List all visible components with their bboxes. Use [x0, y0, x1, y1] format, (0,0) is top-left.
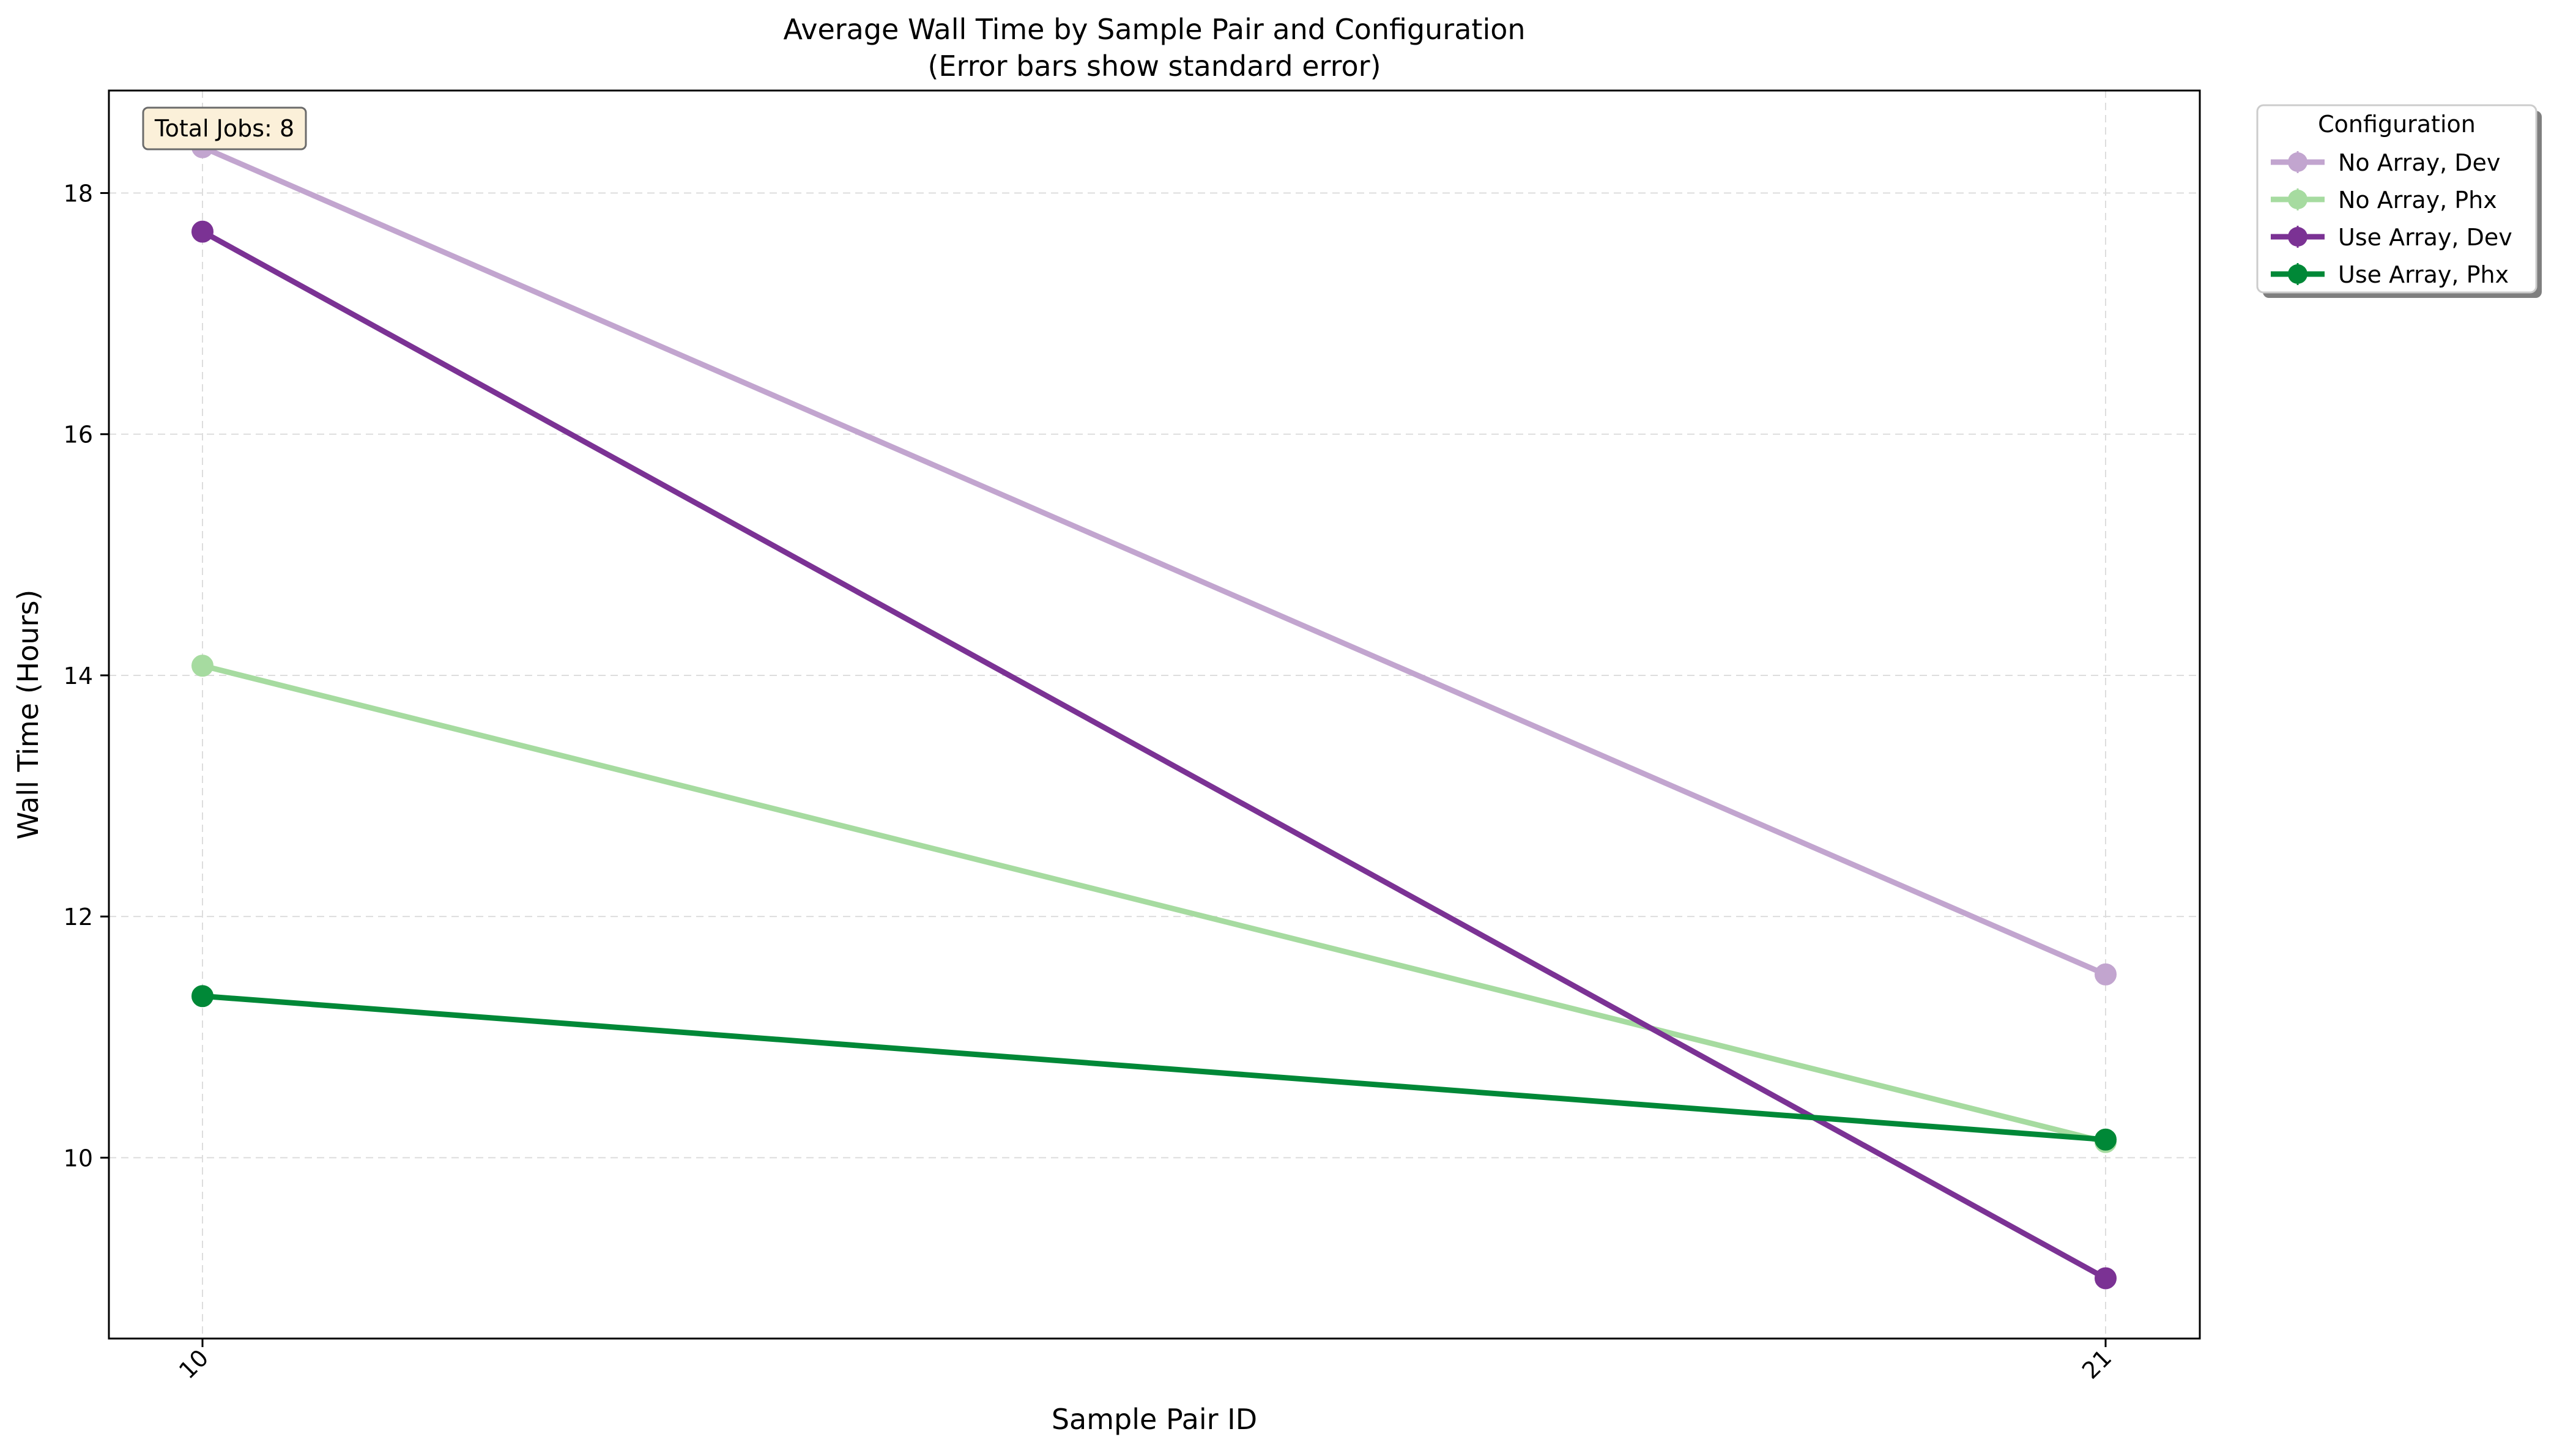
series-line: [201, 663, 2107, 1145]
data-point: [2095, 1267, 2117, 1290]
series-line: [201, 229, 2107, 1281]
y-tick-label: 16: [64, 422, 93, 448]
legend-label: Use Array, Phx: [2338, 261, 2509, 288]
data-point: [191, 985, 213, 1008]
data-point: [191, 220, 213, 243]
chart-title: Average Wall Time by Sample Pair and Con…: [783, 13, 1525, 46]
legend-entry: Use Array, Phx: [2271, 261, 2509, 288]
series-group: [191, 136, 2117, 1290]
legend-entry: Use Array, Dev: [2271, 224, 2512, 251]
data-point: [2095, 963, 2117, 986]
annotation-box: [142, 106, 307, 150]
legend-entries: No Array, Dev No Array, Phx Use Array, Dev…: [2271, 149, 2512, 288]
y-tick-label: 10: [64, 1145, 93, 1172]
legend-label: Use Array, Dev: [2338, 224, 2512, 251]
y-axis-label: Wall Time (Hours): [12, 590, 45, 840]
series-line: [202, 993, 2106, 1143]
total-jobs-annotation: Total Jobs: 8: [142, 106, 307, 150]
legend-entry: No Array, Phx: [2271, 187, 2497, 214]
series-line: [201, 144, 2107, 977]
grid-lines: [109, 91, 2200, 1339]
data-point: [191, 655, 213, 677]
annotation-text: Total Jobs: 8: [154, 115, 294, 142]
data-point: [2095, 1128, 2117, 1151]
legend-marker-swatch: [2288, 264, 2307, 284]
x-axis-label: Sample Pair ID: [1052, 1403, 1257, 1436]
legend-marker-swatch: [2288, 190, 2307, 209]
series-3: [191, 220, 2117, 1290]
legend-entry: No Array, Dev: [2271, 149, 2500, 176]
legend-box: [2256, 104, 2537, 294]
legend: Configuration No Array, Dev No Array, Phx…: [2256, 104, 2542, 298]
y-tick-label: 12: [64, 904, 93, 930]
y-tick-label: 14: [64, 663, 93, 689]
legend-title: Configuration: [2318, 111, 2476, 138]
legend-marker-swatch: [2288, 227, 2307, 247]
legend-marker-swatch: [2288, 152, 2307, 172]
legend-label: No Array, Phx: [2338, 187, 2497, 214]
plot-frame: [108, 89, 2201, 1340]
chart-subtitle: (Error bars show standard error): [927, 50, 1381, 83]
series-4: [191, 985, 2117, 1151]
legend-label: No Array, Dev: [2338, 149, 2500, 176]
y-tick-label: 18: [64, 180, 93, 207]
